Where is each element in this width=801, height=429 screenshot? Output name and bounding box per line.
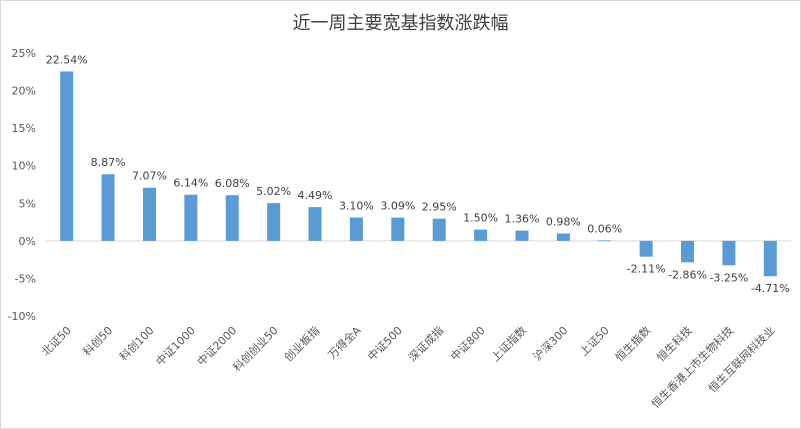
bar <box>432 218 446 241</box>
data-label: 1.36% <box>504 213 539 226</box>
bar <box>474 229 488 241</box>
data-label: 3.10% <box>339 200 374 213</box>
category-label: 恒生香港上市生物科技 <box>648 323 736 411</box>
data-label: 4.49% <box>298 189 333 202</box>
category-label: 科创创业50 <box>230 323 281 374</box>
bar <box>681 240 695 263</box>
bar <box>101 174 115 241</box>
category-label: 恒生科技 <box>654 323 695 364</box>
y-tick-label: 10% <box>12 160 36 173</box>
bar <box>60 71 74 241</box>
bar <box>391 217 405 241</box>
y-tick-label: -10% <box>8 310 36 323</box>
data-label: 6.08% <box>215 177 250 190</box>
bar <box>556 233 570 241</box>
bar <box>515 230 529 241</box>
bar <box>598 240 612 242</box>
category-label: 北证50 <box>39 324 74 359</box>
chart-title: 近一周主要宽基指数涨跌幅 <box>292 13 509 34</box>
bar <box>639 240 653 257</box>
y-tick-label: 20% <box>12 85 36 98</box>
y-tick-label: 5% <box>19 197 36 210</box>
category-label: 上证指数 <box>488 323 529 364</box>
y-tick-label: 25% <box>12 47 36 60</box>
category-label: 中证500 <box>365 324 405 364</box>
data-label: 1.50% <box>463 212 498 225</box>
data-label: 5.02% <box>256 185 291 198</box>
data-label: -4.71% <box>751 282 790 295</box>
category-label: 深证成指 <box>405 323 446 364</box>
y-tick-label: -5% <box>15 272 36 285</box>
bar <box>349 217 363 241</box>
category-label: 沪深300 <box>530 323 570 363</box>
data-label: 2.95% <box>422 201 457 214</box>
data-label: -2.86% <box>668 268 707 281</box>
category-label: 科创100 <box>116 323 156 363</box>
data-label: 7.07% <box>132 170 167 183</box>
bar <box>267 203 281 241</box>
bar <box>184 194 198 241</box>
data-label: -2.11% <box>627 263 666 276</box>
data-label: 0.98% <box>546 215 581 228</box>
data-label: 22.54% <box>46 53 88 66</box>
data-label: 0.06% <box>587 222 622 235</box>
data-label: -3.25% <box>709 271 748 284</box>
category-label: 科创50 <box>80 323 115 358</box>
data-label: 6.14% <box>173 177 208 190</box>
y-tick-label: 15% <box>12 122 36 135</box>
bar <box>763 240 777 277</box>
bar <box>722 240 736 266</box>
category-label: 中证800 <box>448 324 488 364</box>
category-label: 上证50 <box>577 324 612 359</box>
category-label: 中证1000 <box>153 324 198 369</box>
y-tick-label: 0% <box>19 235 36 248</box>
data-label: 3.09% <box>380 200 415 213</box>
bar <box>142 187 156 241</box>
category-label: 创业板指 <box>281 323 322 364</box>
category-label: 恒生指数 <box>612 323 653 364</box>
category-label: 万得全A <box>325 323 364 362</box>
bar <box>308 207 322 241</box>
data-label: 8.87% <box>91 156 126 169</box>
bar <box>225 195 239 241</box>
